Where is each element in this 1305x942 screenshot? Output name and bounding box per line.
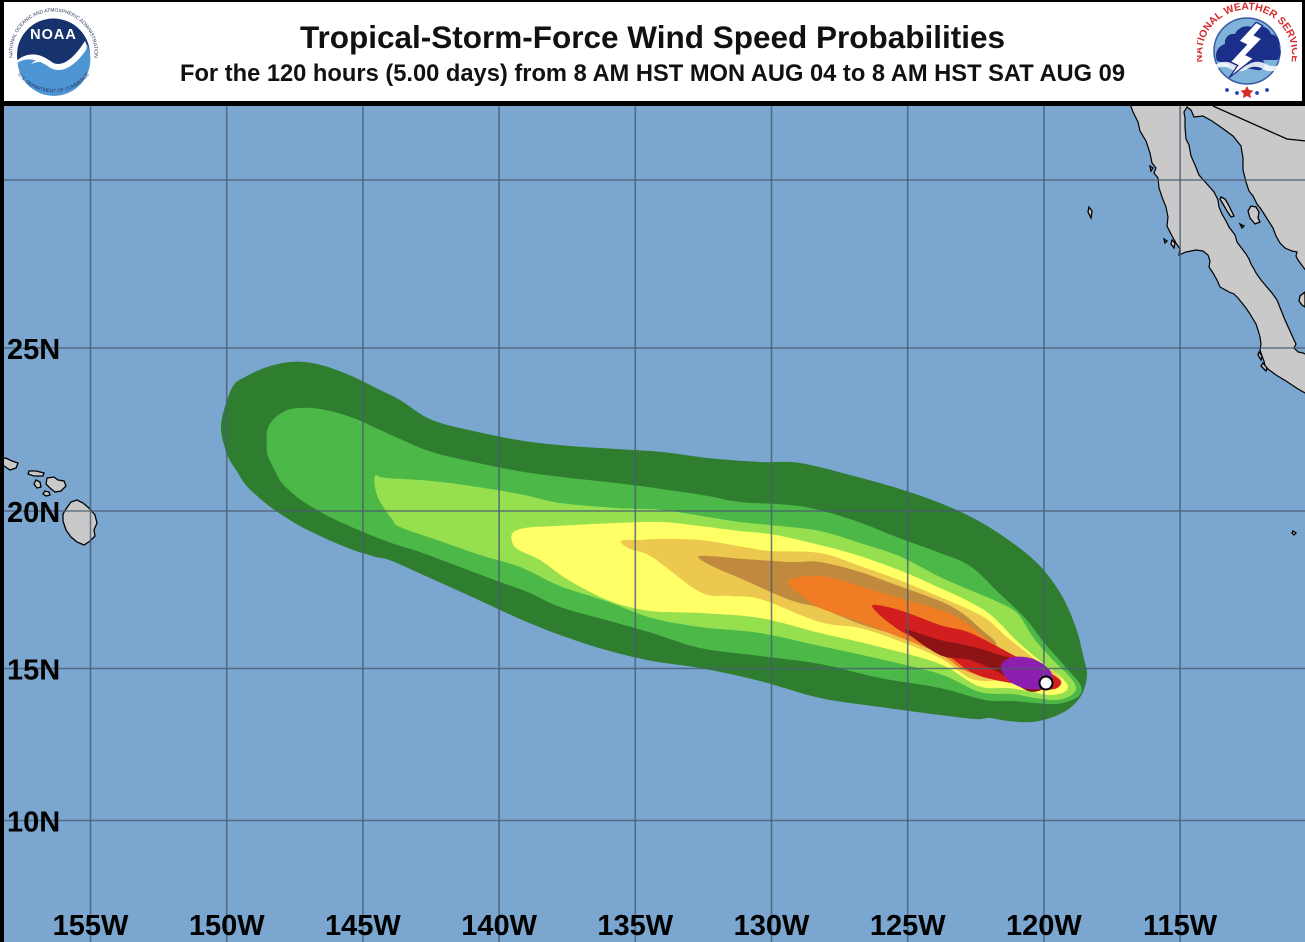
svg-text:115W: 115W <box>1143 910 1218 942</box>
svg-text:NOAA: NOAA <box>30 27 77 43</box>
svg-text:130W: 130W <box>734 910 810 942</box>
svg-text:10N: 10N <box>7 807 60 839</box>
svg-text:20N: 20N <box>7 497 60 529</box>
svg-text:150W: 150W <box>189 910 265 942</box>
svg-text:145W: 145W <box>325 910 401 942</box>
svg-text:125W: 125W <box>870 910 946 942</box>
svg-text:15N: 15N <box>7 655 60 687</box>
svg-text:155W: 155W <box>53 910 129 942</box>
svg-text:25N: 25N <box>7 334 60 366</box>
svg-text:120W: 120W <box>1006 910 1082 942</box>
svg-text:140W: 140W <box>461 910 537 942</box>
svg-text:135W: 135W <box>597 910 673 942</box>
